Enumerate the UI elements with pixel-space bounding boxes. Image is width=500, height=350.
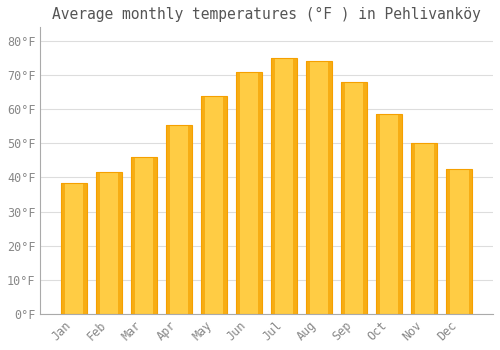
Bar: [411, 143, 415, 314]
Bar: [468, 169, 472, 314]
Bar: [236, 72, 262, 314]
Bar: [434, 143, 438, 314]
Bar: [188, 125, 192, 314]
Bar: [446, 169, 450, 314]
Bar: [154, 157, 157, 314]
Bar: [271, 58, 297, 314]
Bar: [341, 82, 345, 314]
Bar: [201, 96, 205, 314]
Bar: [294, 58, 298, 314]
Bar: [166, 125, 170, 314]
Bar: [341, 82, 367, 314]
Bar: [411, 143, 438, 314]
Bar: [446, 169, 472, 314]
Bar: [306, 61, 332, 314]
Bar: [306, 61, 310, 314]
Bar: [271, 58, 275, 314]
Bar: [131, 157, 135, 314]
Title: Average monthly temperatures (°F ) in Pehlivanköy: Average monthly temperatures (°F ) in Pe…: [52, 7, 481, 22]
Bar: [376, 114, 380, 314]
Bar: [166, 125, 192, 314]
Bar: [96, 172, 100, 314]
Bar: [328, 61, 332, 314]
Bar: [83, 183, 87, 314]
Bar: [61, 183, 87, 314]
Bar: [364, 82, 368, 314]
Bar: [201, 96, 228, 314]
Bar: [61, 183, 65, 314]
Bar: [258, 72, 262, 314]
Bar: [224, 96, 228, 314]
Bar: [376, 114, 402, 314]
Bar: [236, 72, 240, 314]
Bar: [96, 172, 122, 314]
Bar: [398, 114, 402, 314]
Bar: [131, 157, 157, 314]
Bar: [118, 172, 122, 314]
